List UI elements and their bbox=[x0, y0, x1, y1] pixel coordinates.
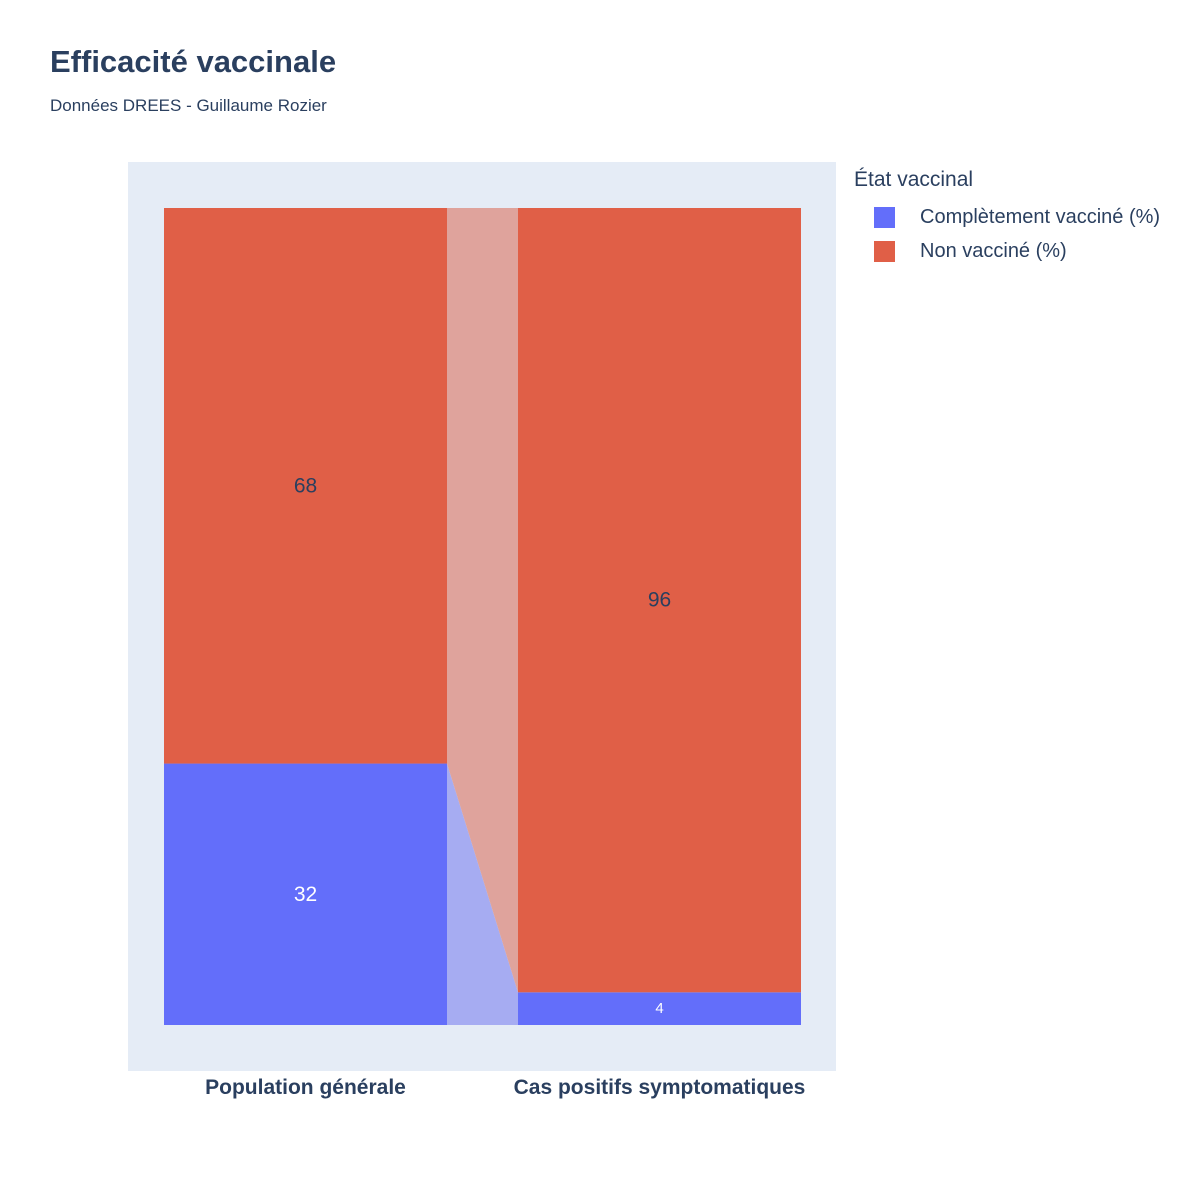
legend-item-vaccinated[interactable]: Complètement vacciné (%) bbox=[854, 200, 1160, 234]
x-tick-label-0: Population générale bbox=[205, 1076, 406, 1099]
connector-0-0 bbox=[447, 763, 518, 1025]
bars bbox=[164, 208, 801, 1025]
bar-vaccinated-1[interactable] bbox=[518, 992, 801, 1025]
bar-unvaccinated-1[interactable] bbox=[518, 208, 801, 993]
bar-labels: 32 4 68 96 bbox=[294, 474, 671, 1017]
chart-subtitle: Données DREES - Guillaume Rozier bbox=[50, 96, 327, 115]
legend: État vaccinal Complètement vacciné (%) N… bbox=[854, 168, 1160, 268]
legend-label-vaccinated: Complètement vacciné (%) bbox=[920, 205, 1161, 228]
connector-1-0 bbox=[447, 208, 518, 993]
bar-vaccinated-0[interactable] bbox=[164, 763, 447, 1025]
legend-title: État vaccinal bbox=[854, 168, 974, 191]
x-tick-label-1: Cas positifs symptomatiques bbox=[514, 1076, 806, 1099]
connectors bbox=[447, 208, 518, 1025]
legend-item-unvaccinated[interactable]: Non vacciné (%) bbox=[854, 234, 1160, 268]
x-axis-ticks: Population générale Cas positifs symptoma… bbox=[205, 1076, 805, 1099]
bar-label-0-1: 4 bbox=[655, 1000, 663, 1017]
chart-title: Efficacité vaccinale bbox=[50, 44, 337, 79]
bar-label-1-0: 68 bbox=[294, 474, 317, 497]
bar-label-0-0: 32 bbox=[294, 883, 317, 906]
legend-swatch-vaccinated bbox=[874, 206, 895, 228]
legend-swatch-unvaccinated bbox=[874, 240, 895, 262]
bar-unvaccinated-0[interactable] bbox=[164, 208, 447, 764]
bar-label-1-1: 96 bbox=[648, 589, 671, 612]
legend-label-unvaccinated: Non vacciné (%) bbox=[920, 239, 1067, 262]
